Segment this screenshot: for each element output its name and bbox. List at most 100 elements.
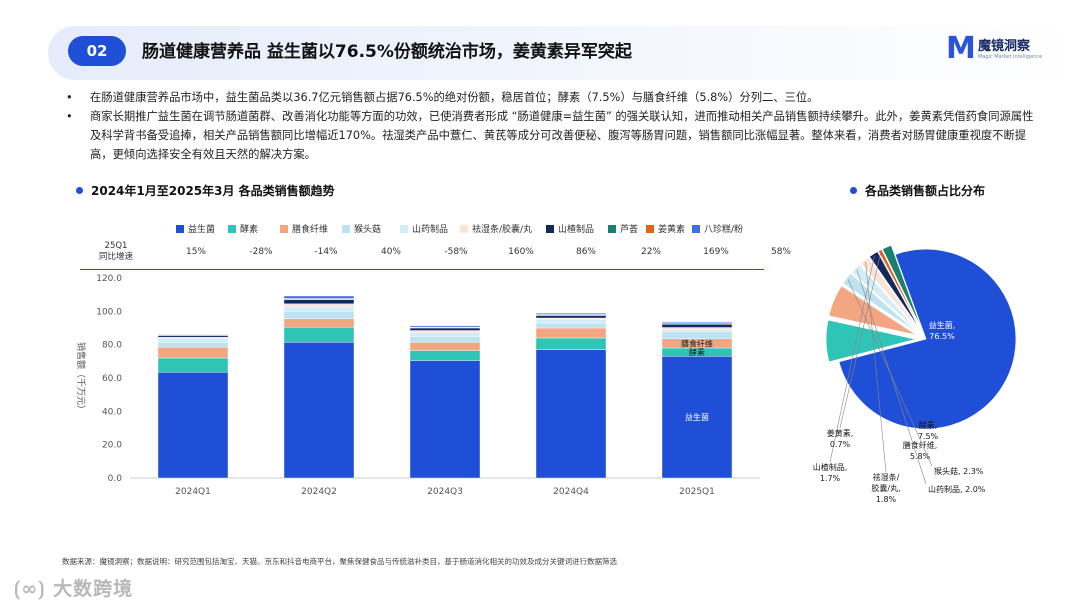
pie-chart-title: 各品类销售额占比分布 [850,182,985,199]
legend-item-益生菌: 益生菌 [176,222,215,235]
pie-slice-山楂制品 [868,251,922,331]
pie-slice-label: 益生菌, [929,320,956,330]
bullet-item: • 在肠道健康营养品市场中，益生菌品类以36.7亿元销售额占据76.5%的绝对份额… [64,88,1034,107]
bar-segment-猴头菇 [661,331,733,340]
data-source-note: 数据来源：魔镜洞察；数据说明：研究范围包括淘宝、天猫、京东和抖音电商平台，聚焦保… [62,557,617,566]
pie-slice-姜黄素 [877,248,922,331]
summary-bullets: • 在肠道健康营养品市场中，益生菌品类以36.7亿元销售额占据76.5%的绝对份额… [64,88,1034,164]
bar-segment-酵素 [157,357,229,373]
legend-label: 猴头菇 [354,225,382,235]
pie-chart-title-text: 各品类销售额占比分布 [865,184,986,198]
yoy-value: -58% [444,247,468,257]
pie-slice-猴头菇 [842,272,919,334]
bullet-dot-icon: • [66,110,73,123]
bar-segment-山楂制品 [535,315,607,319]
y-tick-label: 20.0 [102,441,122,451]
bar-segment-猴头菇 [283,311,355,320]
pie-slice-label: 1.7% [820,474,841,483]
pie-slice-酵素 [825,319,917,363]
bullet-text: 商家长期推广益生菌在调节肠道菌群、改善消化功能等方面的功效，已使消费者形成 “肠… [90,110,1034,161]
legend-swatch [646,224,654,233]
x-tick-label: 2024Q4 [553,487,589,497]
bar-segment-八珍糕-粉 [409,325,481,328]
x-tick-label: 2024Q1 [175,487,211,497]
legend-item-酵素: 酵素 [228,222,258,235]
yoy-value: 40% [380,247,401,257]
bullet-item: • 商家长期推广益生菌在调节肠道菌群、改善消化功能等方面的功效，已使消费者形成 “… [64,107,1034,164]
legend-label: 益生菌 [188,225,216,235]
yoy-value: 86% [575,247,596,257]
bar-segment-益生菌 [157,371,229,479]
yoy-value: 58% [770,247,791,257]
pie-slice-label: 5.8% [910,452,931,461]
bar-segment-益生菌 [283,341,355,479]
legend-swatch [176,224,184,233]
legend-item-姜黄素: 姜黄素 [646,222,685,235]
bar-segment-祛湿条-胶囊-丸 [283,303,355,307]
logo-mark-icon: M [946,31,976,66]
pie-slice-益生菌 [838,248,1017,430]
brand-logo: M 魔镜洞察 Magic Market Intelligence [946,33,1076,67]
bar-segment-八珍糕-粉 [661,321,733,323]
section-dot-icon [850,187,857,194]
legend-label: 膳食纤维 [292,225,329,235]
pie-leader-line [829,255,875,463]
legend-label: 八珍糕/粉 [704,225,744,235]
y-axis-label: 销售额（千万元） [75,342,87,414]
x-tick-label: 2024Q3 [427,487,463,497]
legend-item-膳食纤维: 膳食纤维 [280,222,328,235]
section-number-badge: 02 [68,36,126,66]
pie-slice-label: 猴头菇, 2.3% [934,466,984,476]
legend-swatch [608,224,616,233]
pie-slice-label: 姜黄素, [827,428,854,438]
bar-segment-酵素 [409,350,481,361]
bar-segment-膳食纤维 [157,346,229,359]
bar-segment-山药制品 [157,337,229,343]
bar-data-label: 膳食纤维 [681,338,713,348]
pie-slice-label: 76.5% [929,332,955,341]
bar-segment-益生菌 [409,360,481,479]
legend-swatch [460,224,468,233]
pie-slice-膳食纤维 [828,285,917,336]
legend-swatch [400,224,408,233]
pie-slice-label: 山楂制品, [813,462,848,472]
yoy-value: 22% [640,247,661,257]
yoy-value: 15% [185,247,206,257]
section-dot-icon [76,187,83,194]
legend-item-猴头菇: 猴头菇 [342,222,381,235]
pie-leader-line [865,261,887,473]
legend-label: 芦荟 [620,225,639,235]
bar-segment-山药制品 [283,306,355,312]
legend-label: 山药制品 [412,225,449,235]
watermark-text: 大数跨境 [53,578,134,600]
bar-chart-title-text: 2024年1月至2025年3月 各品类销售额趋势 [91,184,335,198]
stacked-bar-chart: 0.0 20.0 40.0 60.0 80.0 100.0 120.0 销售额（千万元） 202… [75,274,760,497]
y-tick-label: 80.0 [102,341,122,351]
bar-segment-祛湿条-胶囊-丸 [409,330,481,333]
legend-item-山楂制品: 山楂制品 [546,222,594,235]
pie-chart: 益生菌, 76.5% 酵素, 7.5%膳食纤维, 5.8%猴头菇, 2.3% 山药制品, … [813,244,1017,504]
pie-slice-其他 [881,244,923,330]
yoy-value: -14% [314,247,338,257]
bar-segment-八珍糕-粉 [283,295,355,299]
y-tick-label: 100.0 [96,307,122,317]
bar-segment-山楂制品 [157,335,229,338]
bar-segment-膳食纤维 [535,327,607,339]
legend-swatch [546,224,554,233]
bar-segment-酵素 [283,326,355,343]
yoy-value: -28% [249,247,273,257]
legend-swatch [228,224,236,233]
bar-segment-猴头菇 [409,336,481,343]
yoy-value: 160% [508,247,534,257]
pie-slice-label: 祛湿条/ [873,472,900,482]
legend-swatch [342,224,350,233]
legend-item-芦荟: 芦荟 [608,222,638,235]
bar-segment-八珍糕-粉 [157,333,229,335]
bar-segment-膳食纤维 [409,341,481,351]
pie-slice-山药制品 [850,263,920,333]
bar-segment-猴头菇 [535,322,607,329]
bar-segment-猴头菇 [157,341,229,348]
yoy-label-line1: 25Q1 [104,241,128,251]
bar-segment-山楂制品 [661,324,733,328]
legend-item-八珍糕-粉: 八珍糕/粉 [692,222,743,235]
